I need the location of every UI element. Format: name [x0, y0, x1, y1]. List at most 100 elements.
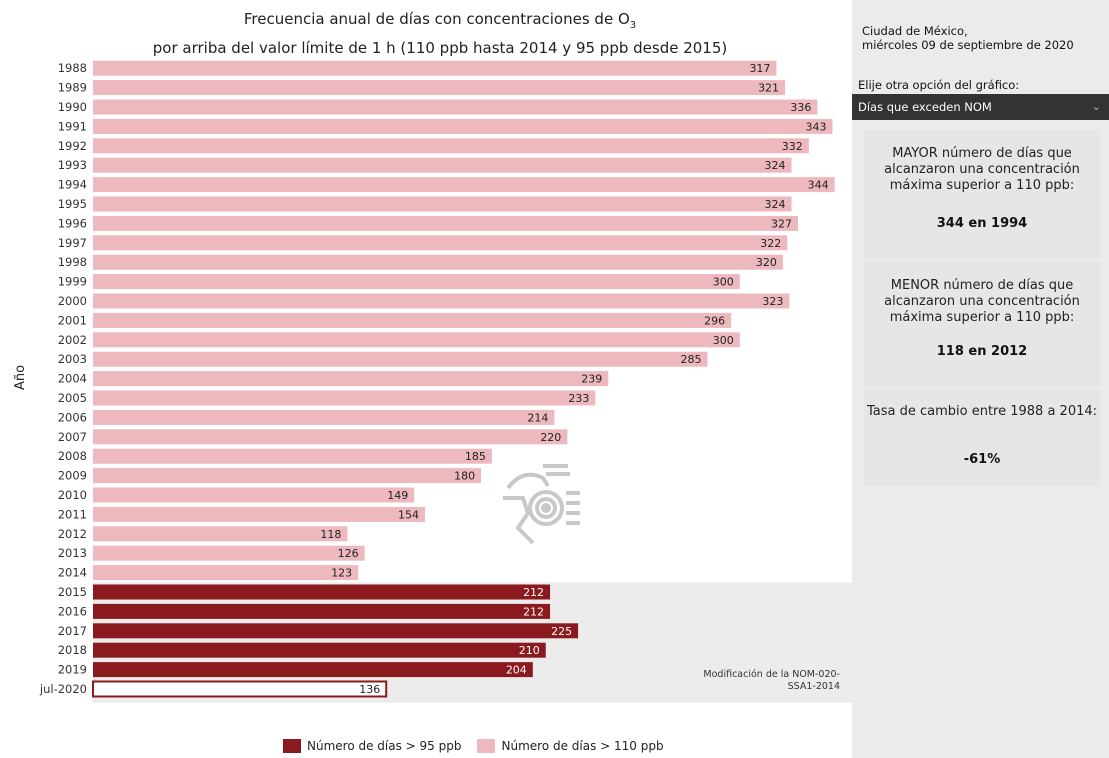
bar-2013[interactable]	[93, 545, 365, 561]
bar-2003[interactable]	[93, 351, 708, 367]
data-label: 210	[519, 644, 540, 657]
y-tick-label: 2018	[58, 643, 87, 657]
y-tick-label: 1998	[58, 255, 87, 269]
data-label: 136	[359, 683, 380, 696]
y-tick-label: 1996	[58, 216, 87, 230]
bar-2008[interactable]	[93, 448, 492, 464]
y-tick-label: 2019	[58, 663, 87, 677]
data-label: 285	[680, 353, 701, 366]
y-tick-label: 1992	[58, 139, 87, 153]
data-label: 320	[756, 256, 777, 269]
info-panel: Ciudad de México, miércoles 09 de septie…	[852, 0, 1109, 758]
bar-1991[interactable]	[93, 118, 833, 134]
data-label: 212	[523, 605, 544, 618]
max-stat-card	[864, 130, 1100, 258]
bar-chart: 1988 317 1989 321 1990 336 1991 343 1992 332 1993 3…	[39, 60, 852, 703]
bar-1992[interactable]	[93, 138, 809, 154]
y-tick-label: 1995	[58, 197, 87, 211]
bar-2014[interactable]	[93, 565, 359, 581]
select-label: Elije otra opción del gráfico:	[858, 78, 1020, 92]
bar-1993[interactable]	[93, 157, 792, 173]
data-label: 126	[338, 547, 359, 560]
chart-option-select[interactable]: Días que exceden NOM ⌄	[852, 94, 1109, 120]
bar-2019[interactable]	[93, 662, 533, 678]
legend-swatch-110	[477, 739, 496, 753]
data-label: 321	[758, 82, 779, 95]
data-label: 323	[762, 295, 783, 308]
data-label: 324	[765, 159, 786, 172]
y-tick-label: 1988	[58, 61, 87, 75]
data-label: 123	[331, 567, 352, 580]
bar-1990[interactable]	[93, 99, 818, 115]
y-tick-label: 1994	[58, 178, 87, 192]
y-tick-label: jul-2020	[39, 682, 87, 696]
logo-watermark	[488, 458, 583, 557]
y-tick-label: 2010	[58, 488, 87, 502]
chart-legend: Número de días > 95 ppb Número de días >…	[283, 739, 680, 753]
bar-2009[interactable]	[93, 468, 482, 484]
data-label: 212	[523, 586, 544, 599]
y-tick-label: 2009	[58, 469, 87, 483]
bar-2005[interactable]	[93, 390, 596, 406]
y-tick-label: 1999	[58, 275, 87, 289]
data-label: 322	[760, 237, 781, 250]
title-subscript: 3	[629, 20, 637, 31]
y-tick-label: 2002	[58, 333, 87, 347]
rate-stat-text: Tasa de cambio entre 1988 a 2014:	[866, 404, 1098, 419]
y-tick-label: 2004	[58, 372, 87, 386]
bar-1999[interactable]	[93, 274, 740, 290]
data-label: 225	[551, 625, 572, 638]
legend-item-95[interactable]: Número de días > 95 ppb	[283, 739, 461, 753]
bar-2017[interactable]	[93, 623, 579, 639]
data-label: 204	[506, 664, 527, 677]
bar-2007[interactable]	[93, 429, 568, 445]
bar-1994[interactable]	[93, 177, 835, 193]
bar-2018[interactable]	[93, 642, 546, 658]
y-tick-label: 2007	[58, 430, 87, 444]
data-label: 118	[320, 528, 341, 541]
y-tick-label: 1997	[58, 236, 87, 250]
bar-1997[interactable]	[93, 235, 788, 251]
data-label: 300	[713, 276, 734, 289]
y-tick-label: 1991	[58, 119, 87, 133]
bar-2012[interactable]	[93, 526, 348, 542]
max-stat-value: 344 en 1994	[936, 216, 1028, 231]
data-label: 300	[713, 334, 734, 347]
bar-1998[interactable]	[93, 254, 783, 270]
data-label: 317	[749, 62, 770, 75]
data-label: 239	[581, 373, 602, 386]
bar-1989[interactable]	[93, 80, 786, 96]
bar-2000[interactable]	[93, 293, 790, 309]
y-tick-label: 1990	[58, 100, 87, 114]
bar-2004[interactable]	[93, 371, 609, 387]
bar-2002[interactable]	[93, 332, 740, 348]
legend-item-110[interactable]: Número de días > 110 ppb	[477, 739, 664, 753]
bar-2006[interactable]	[93, 409, 555, 425]
data-label: 336	[790, 101, 811, 114]
y-tick-label: 2012	[58, 527, 87, 541]
data-label: 327	[771, 217, 792, 230]
bar-1988[interactable]	[93, 60, 777, 76]
y-tick-label: 2003	[58, 352, 87, 366]
bar-2015[interactable]	[93, 584, 551, 600]
chevron-down-icon: ⌄	[1091, 100, 1101, 113]
title-line-2: por arriba del valor límite de 1 h (110 …	[152, 39, 728, 57]
bar-1995[interactable]	[93, 196, 792, 212]
y-tick-label: 2013	[58, 546, 87, 560]
data-label: 296	[704, 314, 725, 327]
select-value: Días que exceden NOM	[858, 100, 992, 114]
bar-2011[interactable]	[93, 506, 426, 522]
data-label: 154	[398, 508, 419, 521]
modification-note: Modificación de la NOM-020-SSA1-2014	[703, 669, 840, 692]
data-label: 324	[765, 198, 786, 211]
bar-1996[interactable]	[93, 215, 799, 231]
bar-2001[interactable]	[93, 312, 732, 328]
data-label: 344	[808, 179, 829, 192]
bar-2016[interactable]	[93, 603, 551, 619]
min-stat-card	[864, 262, 1100, 386]
bar-2010[interactable]	[93, 487, 415, 503]
title-line-1: Frecuencia anual de días con concentraci…	[243, 10, 630, 28]
y-tick-label: 2016	[58, 604, 87, 618]
bar-jul-2020[interactable]	[92, 680, 388, 698]
data-label: 214	[527, 411, 548, 424]
